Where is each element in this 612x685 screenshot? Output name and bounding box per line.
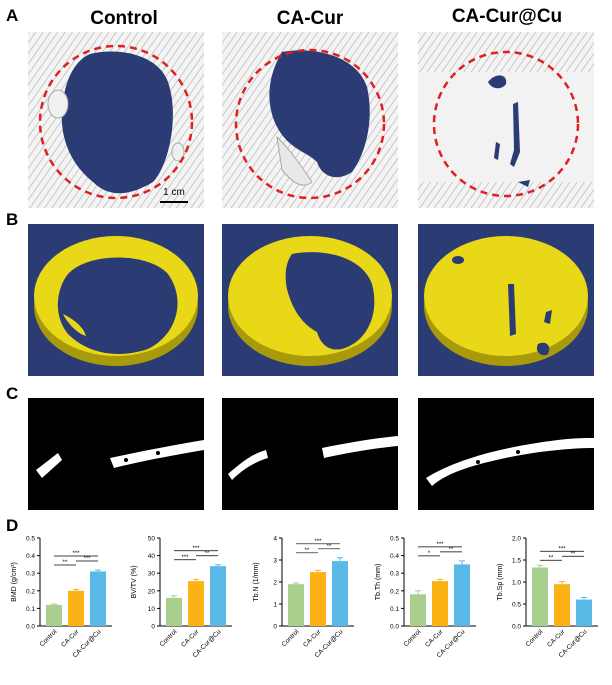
sig-label-3-2: *** <box>436 542 444 548</box>
x-tick-label-2-0: Control <box>281 628 301 648</box>
column-title-ca-cur-cu: CA-Cur@Cu <box>451 6 563 27</box>
bar-0-2 <box>90 571 106 626</box>
y-tick-label-0-2: 0.2 <box>26 588 35 595</box>
sig-label-2-2: *** <box>314 539 322 545</box>
y-tick-label-1-0: 0 <box>151 624 155 631</box>
sig-label-2-0: ** <box>305 548 310 554</box>
sig-label-1-0: *** <box>181 555 189 561</box>
sig-label-1-1: ** <box>205 551 210 557</box>
sig-label-4-0: ** <box>549 555 554 561</box>
y-tick-label-2-1: 1 <box>273 602 277 609</box>
bar-1-1 <box>188 581 204 626</box>
bar-4-2 <box>576 599 592 626</box>
bar-3-1 <box>432 581 448 626</box>
panel-letter-d: D <box>6 516 19 535</box>
y-tick-label-3-2: 0.2 <box>390 588 399 595</box>
cross-section-control <box>28 398 204 510</box>
microct-image-ca-cur <box>222 32 398 208</box>
bar-1-2 <box>210 566 226 626</box>
y-tick-label-1-1: 10 <box>148 606 156 613</box>
y-tick-label-0-5: 0.5 <box>26 536 35 543</box>
y-tick-label-4-3: 1.5 <box>512 558 521 565</box>
microct-image-control: 1 cm <box>28 32 204 208</box>
bar-2-1 <box>310 572 326 626</box>
sig-label-3-0: * <box>428 551 431 557</box>
bar-2-0 <box>288 584 304 626</box>
sig-label-1-2: *** <box>192 546 200 552</box>
y-tick-label-0-0: 0.0 <box>26 624 35 631</box>
y-tick-label-3-1: 0.1 <box>390 606 399 613</box>
bar-2-2 <box>332 561 348 626</box>
bar-0-0 <box>46 604 62 626</box>
panel-letter-c: C <box>6 384 19 403</box>
x-tick-label-4-1: CA-Cur <box>546 628 567 649</box>
y-tick-label-4-2: 1.0 <box>512 580 521 587</box>
bar-3-2 <box>454 564 470 626</box>
y-tick-label-0-3: 0.3 <box>26 571 35 578</box>
sig-label-3-1: ** <box>449 547 454 553</box>
x-tick-label-0-1: CA-Cur <box>60 628 81 649</box>
y-tick-label-2-4: 4 <box>273 536 277 543</box>
y-axis-label-4: Tb.Sp (mm) <box>497 564 504 601</box>
panel-letter-a: A <box>6 6 19 25</box>
y-tick-label-3-3: 0.3 <box>390 571 399 578</box>
sig-label-4-1: ** <box>571 551 576 557</box>
sig-label-0-0: ** <box>63 560 68 566</box>
y-axis-label-1: BV/TV (%) <box>131 565 138 598</box>
y-tick-label-3-0: 0.0 <box>390 624 399 631</box>
y-tick-label-1-5: 50 <box>148 536 156 543</box>
y-tick-label-2-2: 2 <box>273 580 277 587</box>
x-tick-label-1-0: Control <box>159 628 179 648</box>
defect-circle-ca-cur-cu <box>432 50 580 198</box>
y-tick-label-3-4: 0.4 <box>390 553 399 560</box>
bar-1-0 <box>166 597 182 626</box>
x-tick-label-4-0: Control <box>525 628 545 648</box>
column-title-ca-cur: CA-Cur <box>276 8 344 29</box>
sig-label-4-2: *** <box>558 546 566 552</box>
y-axis-label-0: BMD (g/cm³) <box>11 562 18 602</box>
sig-label-2-1: ** <box>327 544 332 550</box>
x-tick-label-1-1: CA-Cur <box>180 628 201 649</box>
column-title-control: Control <box>90 8 158 29</box>
sig-label-0-1: *** <box>83 556 91 562</box>
y-tick-label-1-2: 20 <box>148 588 156 595</box>
cross-section-ca-cur-cu <box>418 398 594 510</box>
panel-letter-b: B <box>6 210 19 229</box>
reconstruction-3d-ca-cur <box>222 224 398 376</box>
bar-0-1 <box>68 590 84 626</box>
y-tick-label-4-0: 0.0 <box>512 624 521 631</box>
y-tick-label-1-3: 30 <box>148 571 156 578</box>
bar-4-0 <box>532 567 548 626</box>
bar-3-0 <box>410 594 426 626</box>
y-tick-label-2-3: 3 <box>273 558 277 565</box>
scale-bar-label: 1 cm <box>163 187 185 198</box>
y-axis-label-3: Tb.Th (mm) <box>375 564 382 601</box>
reconstruction-3d-ca-cur-cu <box>418 224 594 376</box>
y-tick-label-4-1: 0.5 <box>512 602 521 609</box>
y-tick-label-0-4: 0.4 <box>26 553 35 560</box>
y-axis-label-2: Tb.N (1/mm) <box>253 562 260 601</box>
y-tick-label-0-1: 0.1 <box>26 606 35 613</box>
x-tick-label-2-1: CA-Cur <box>302 628 323 649</box>
y-tick-label-1-4: 40 <box>148 553 156 560</box>
defect-circle-ca-cur <box>234 48 386 200</box>
y-tick-label-2-0: 0 <box>273 624 277 631</box>
y-tick-label-3-5: 0.5 <box>390 536 399 543</box>
cross-section-ca-cur <box>222 398 398 510</box>
microct-image-ca-cur-cu <box>418 32 594 208</box>
x-tick-label-3-0: Control <box>403 628 423 648</box>
x-tick-label-3-1: CA-Cur <box>424 628 445 649</box>
y-tick-label-4-4: 2.0 <box>512 536 521 543</box>
defect-circle-control <box>38 44 194 200</box>
reconstruction-3d-control <box>28 224 204 376</box>
bar-4-1 <box>554 584 570 626</box>
x-tick-label-0-0: Control <box>39 628 59 648</box>
sig-label-0-2: *** <box>72 551 80 557</box>
